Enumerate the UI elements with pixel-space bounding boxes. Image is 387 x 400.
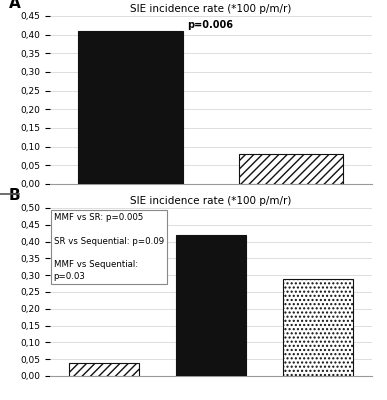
Text: A: A — [9, 0, 20, 11]
Bar — [79, 31, 183, 184]
Text: MMF vs SR: p=0.005

SR vs Sequential: p=0.09

MMF vs Sequential:
p=0.03: MMF vs SR: p=0.005 SR vs Sequential: p=0… — [53, 213, 164, 281]
Bar — [176, 235, 246, 376]
Bar — [69, 362, 139, 376]
Bar — [283, 278, 353, 376]
Text: p=0.006: p=0.006 — [187, 20, 233, 30]
Title: SIE incidence rate (*100 p/m/r): SIE incidence rate (*100 p/m/r) — [130, 196, 291, 206]
Bar — [239, 154, 343, 184]
Text: B: B — [9, 188, 20, 203]
Title: SIE incidence rate (*100 p/m/r): SIE incidence rate (*100 p/m/r) — [130, 4, 291, 14]
Legend: ALPS-like, Other AICs: ALPS-like, Other AICs — [149, 217, 273, 233]
